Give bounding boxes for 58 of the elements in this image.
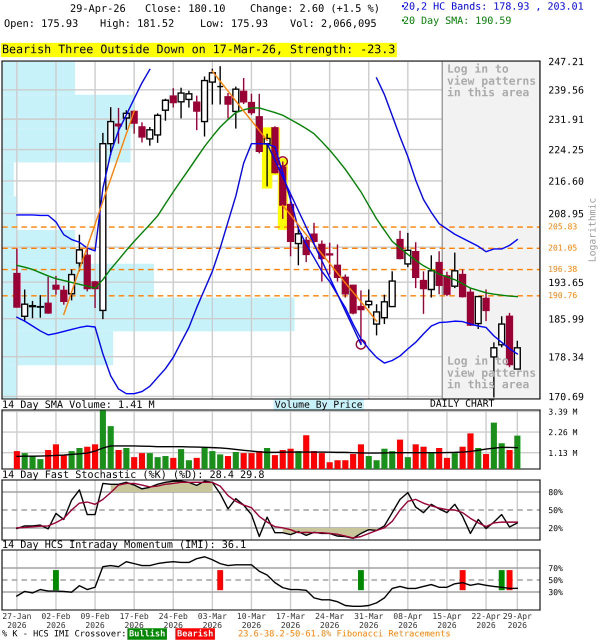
text: Bearish — [178, 629, 213, 636]
text: DAILY CHART — [430, 399, 494, 407]
y-tick-label: 216.60 — [549, 177, 584, 185]
x-tick-label: 22-Apr 2026 — [472, 612, 500, 628]
x-tick-label: 17-Mar 2026 — [276, 613, 305, 628]
ref-line-label: 205.83 — [548, 223, 577, 230]
y-tick-label: 80% — [548, 489, 563, 496]
y-tick-label: 1.13 M — [549, 450, 578, 456]
text: Volume By Price — [275, 400, 362, 410]
text: Bearish Three Outside Down on 17-Mar-26, Strength: -23.3 — [2, 44, 394, 56]
ref-line-label: 190.76 — [549, 292, 577, 298]
chart-title: 14 Day Fast Stochastic (%K) (%D): 28.4 29.8 — [3, 470, 264, 480]
x-tick-label: 03-Mar 2026 — [198, 612, 227, 628]
x-tick-label: 27-Jan 2026 — [2, 612, 31, 628]
y-tick-label: 231.91 — [549, 116, 584, 124]
text: 29-Apr-26 — [70, 4, 126, 14]
x-tick-label: 15-Apr 2026 — [433, 613, 462, 628]
text: Bullish — [130, 629, 165, 636]
y-tick-label: 20% — [548, 525, 563, 532]
y-tick-label: 224.25 — [549, 146, 584, 154]
legend-title: % K - HCS IMI Crossover: — [2, 630, 124, 637]
y-tick-label: 3.39 M — [548, 408, 578, 415]
text: Change: 2.60 (+1.5 %) — [250, 4, 378, 14]
chart-title: 14 Day HCS Intraday Momentum (IMI): 36.1 — [3, 540, 246, 550]
x-tick-label: 10-Mar 2026 — [238, 612, 266, 628]
y-tick-label: 208.95 — [549, 210, 584, 218]
y-tick-label: 193.65 — [550, 278, 584, 286]
ref-line-label: 201.05 — [548, 244, 577, 251]
y-tick-label: 185.99 — [550, 315, 584, 323]
y-tick-label: 178.34 — [550, 353, 584, 361]
legend-label: 20 Day SMA: 190.59 — [404, 16, 511, 26]
y-tick-label: 70% — [548, 565, 563, 572]
y-tick-label: 50% — [548, 507, 563, 514]
x-tick-label: 09-Feb 2026 — [81, 612, 110, 628]
y-tick-label: 170.69 — [550, 392, 584, 400]
text: 23.6-38.2-50-61.8% Fibonacci Retracements — [238, 630, 450, 637]
x-tick-label: 29-Apr 2026 — [503, 612, 532, 628]
y-tick-label: 50% — [548, 577, 563, 584]
chart-title: 14 Day SMA Volume: 1.41 M — [3, 400, 154, 410]
text: Low: 175.93 — [201, 19, 268, 28]
text: Close: 180.10 — [146, 4, 225, 12]
x-tick-label: 31-Mar 2026 — [354, 612, 383, 628]
y-tick-label: 247.21 — [549, 58, 584, 66]
text: Open: 175.93 — [4, 19, 78, 29]
y-tick-label: 2.26 M — [548, 429, 578, 436]
legend-label: 20,2 HC Bands: 178.93 , 203.01 — [404, 2, 583, 12]
x-tick-label: 24-Mar 2026 — [316, 612, 344, 628]
y-axis-title: Logarithmic — [588, 198, 598, 262]
x-tick-label: 17-Feb 2026 — [120, 612, 148, 628]
y-tick-label: 30% — [548, 589, 563, 596]
annotation: Log in to view patterns in this area — [447, 63, 536, 96]
y-tick-label: 239.56 — [549, 86, 584, 94]
x-tick-label: 24-Feb 2026 — [159, 612, 188, 628]
ref-line-label: 196.38 — [549, 266, 577, 272]
text: High: 181.52 — [100, 18, 174, 30]
text: Vol: 2,066,095 — [290, 19, 376, 28]
x-tick-label: 02-Feb 2026 — [42, 612, 70, 628]
x-tick-label: 08-Apr 2026 — [394, 612, 422, 628]
